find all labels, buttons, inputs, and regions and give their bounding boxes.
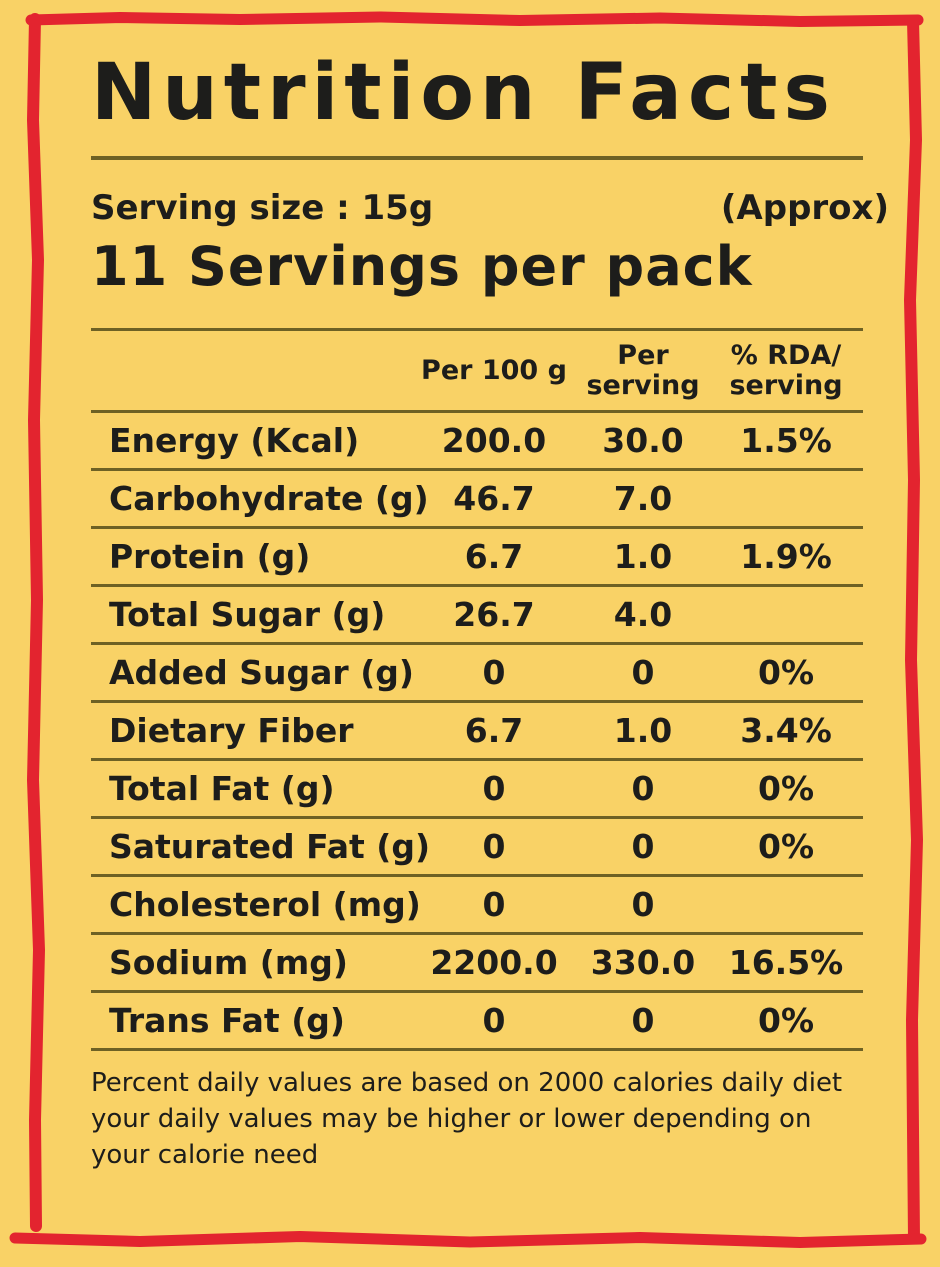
value-rda: 0%	[757, 769, 815, 808]
serving-row: Serving size : 15g (Approx)	[91, 188, 889, 228]
value-rda: 3.4%	[740, 711, 832, 750]
nutrition-label: Nutrition Facts Serving size : 15g (Appr…	[91, 48, 889, 1173]
row-label: Cholesterol (mg)	[109, 885, 421, 924]
table-header-row: Per 100 g Per serving % RDA/ serving	[91, 331, 863, 413]
value-per-serving: 330.0	[590, 943, 696, 982]
value-per-100g: 2200.0	[430, 943, 558, 982]
value-per-serving: 0	[631, 827, 655, 866]
approx-note: (Approx)	[720, 188, 889, 228]
value-rda: 1.9%	[740, 537, 832, 576]
value-rda: 0%	[757, 827, 815, 866]
table-row: Carbohydrate (g) 46.7 7.0	[91, 471, 863, 529]
row-label: Added Sugar (g)	[109, 653, 414, 692]
table-row: Protein (g) 6.7 1.0 1.9%	[91, 529, 863, 587]
page-title: Nutrition Facts	[91, 48, 836, 138]
nutrition-table: Per 100 g Per serving % RDA/ serving Ene…	[91, 328, 863, 1051]
value-per-100g: 200.0	[441, 421, 547, 460]
value-per-100g: 0	[482, 769, 506, 808]
row-label: Saturated Fat (g)	[109, 827, 431, 866]
value-rda: 16.5%	[728, 943, 844, 982]
table-row: Added Sugar (g) 0 0 0%	[91, 645, 863, 703]
title-divider	[91, 156, 863, 160]
value-rda: 0%	[757, 653, 815, 692]
value-per-100g: 0	[482, 885, 506, 924]
table-row: Sodium (mg) 2200.0 330.0 16.5%	[91, 935, 863, 993]
table-row: Total Fat (g) 0 0 0%	[91, 761, 863, 819]
table-row: Saturated Fat (g) 0 0 0%	[91, 819, 863, 877]
value-per-serving: 4.0	[613, 595, 673, 634]
servings-per-pack: 11 Servings per pack	[91, 235, 753, 298]
value-per-100g: 0	[482, 827, 506, 866]
row-label: Carbohydrate (g)	[109, 479, 429, 518]
row-label: Protein (g)	[109, 537, 311, 576]
value-rda: 0%	[757, 1001, 815, 1040]
serving-size-text: Serving size : 15g	[91, 188, 434, 228]
row-label: Trans Fat (g)	[109, 1001, 345, 1040]
value-per-100g: 46.7	[453, 479, 535, 518]
row-label: Dietary Fiber	[109, 711, 354, 750]
value-per-serving: 0	[631, 653, 655, 692]
value-per-100g: 6.7	[464, 711, 524, 750]
value-per-100g: 0	[482, 1001, 506, 1040]
value-per-serving: 0	[631, 885, 655, 924]
row-label: Sodium (mg)	[109, 943, 348, 982]
value-per-100g: 6.7	[464, 537, 524, 576]
column-header-rda: % RDA/ serving	[729, 339, 843, 401]
value-per-serving: 1.0	[613, 711, 673, 750]
footnote: Percent daily values are based on 2000 c…	[91, 1068, 843, 1170]
table-row: Trans Fat (g) 0 0 0%	[91, 993, 863, 1051]
table-row: Total Sugar (g) 26.7 4.0	[91, 587, 863, 645]
table-row: Dietary Fiber 6.7 1.0 3.4%	[91, 703, 863, 761]
value-per-100g: 26.7	[453, 595, 535, 634]
value-per-serving: 1.0	[613, 537, 673, 576]
column-header-per-serving: Per serving	[586, 339, 700, 401]
value-per-100g: 0	[482, 653, 506, 692]
table-row: Energy (Kcal) 200.0 30.0 1.5%	[91, 413, 863, 471]
value-per-serving: 0	[631, 1001, 655, 1040]
value-per-serving: 7.0	[613, 479, 673, 518]
column-header-per-100g: Per 100 g	[421, 354, 567, 386]
table-row: Cholesterol (mg) 0 0	[91, 877, 863, 935]
row-label: Total Fat (g)	[109, 769, 335, 808]
row-label: Energy (Kcal)	[109, 421, 360, 460]
value-per-serving: 30.0	[602, 421, 684, 460]
row-label: Total Sugar (g)	[109, 595, 386, 634]
value-rda: 1.5%	[740, 421, 832, 460]
value-per-serving: 0	[631, 769, 655, 808]
